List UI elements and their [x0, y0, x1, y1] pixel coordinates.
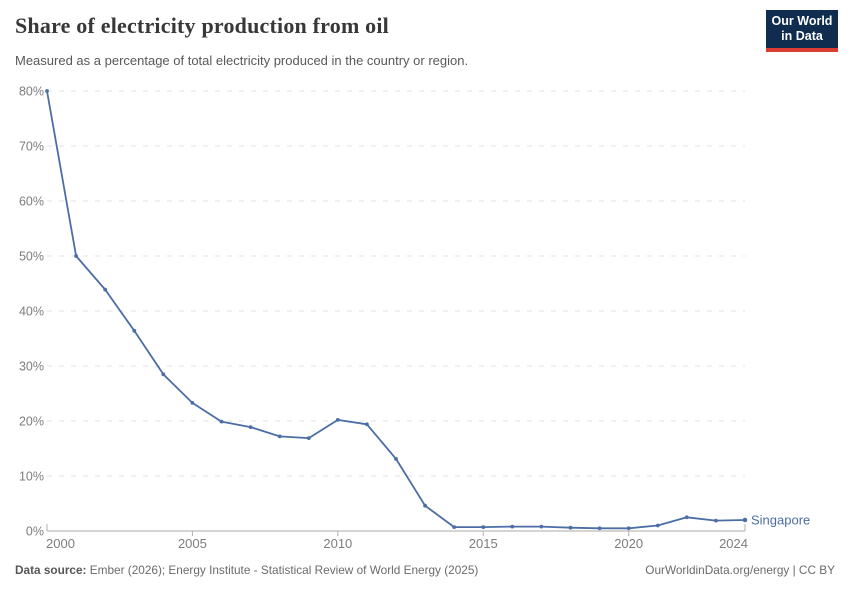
y-axis-label: 10%	[19, 469, 44, 483]
chart-subtitle: Measured as a percentage of total electr…	[15, 53, 469, 68]
chart-footer: Data source: Ember (2026); Energy Instit…	[15, 563, 835, 577]
x-axis-label: 2020	[614, 536, 643, 551]
y-axis-label: 40%	[19, 304, 44, 318]
y-axis-label: 50%	[19, 249, 44, 263]
data-point	[597, 526, 602, 531]
data-point	[365, 422, 369, 427]
y-axis-label: 20%	[19, 414, 44, 428]
data-source-text: Ember (2026); Energy Institute - Statist…	[86, 563, 479, 577]
y-axis-label: 70%	[19, 139, 44, 153]
x-axis-label: 2010	[323, 536, 352, 551]
data-point	[103, 287, 108, 292]
line-chart: 0% 10% 20% 30% 40% 50% 60% 70% 80% 2000 2005 2010 20…	[19, 84, 810, 551]
owid-footer-link[interactable]: OurWorldinData.org/energy | CC BY	[645, 563, 835, 577]
y-axis-label: 60%	[19, 194, 44, 208]
data-point	[714, 518, 718, 523]
series-label[interactable]: Singapore	[751, 513, 810, 528]
owid-logo[interactable]: Our World in Data	[766, 10, 838, 52]
y-axis-label: 30%	[19, 359, 44, 373]
data-point	[132, 328, 137, 333]
data-point	[335, 418, 340, 422]
data-point	[452, 525, 457, 529]
x-axis-label: 2005	[178, 536, 207, 551]
data-point	[161, 372, 166, 377]
data-point	[74, 254, 78, 258]
y-axis-label: 0%	[26, 524, 44, 538]
data-point	[45, 89, 49, 93]
data-point	[277, 434, 282, 439]
data-source: Data source: Ember (2026); Energy Instit…	[15, 563, 478, 577]
series-line	[46, 90, 746, 530]
owid-logo-text: Our World in Data	[772, 14, 833, 44]
data-point	[394, 457, 398, 461]
data-point	[568, 525, 573, 530]
data-point	[684, 515, 689, 520]
data-point	[510, 524, 515, 529]
data-point	[248, 425, 253, 429]
data-point	[306, 436, 311, 440]
data-point	[539, 524, 544, 529]
data-point	[481, 525, 486, 529]
owid-logo-line2: in Data	[781, 29, 823, 43]
y-axis-label: 80%	[19, 84, 44, 98]
data-point	[423, 503, 427, 508]
owid-logo-line1: Our World	[771, 14, 833, 28]
data-point	[190, 401, 195, 405]
data-point	[219, 419, 224, 424]
data-point	[626, 526, 631, 531]
x-axis-label: 2024	[719, 536, 748, 551]
data-source-label: Data source:	[15, 563, 87, 577]
chart-title: Share of electricity production from oil	[15, 13, 389, 38]
x-axis-label: 2000	[46, 536, 75, 551]
x-axis-label: 2015	[469, 536, 498, 551]
data-point	[655, 523, 660, 528]
data-point	[742, 517, 748, 523]
